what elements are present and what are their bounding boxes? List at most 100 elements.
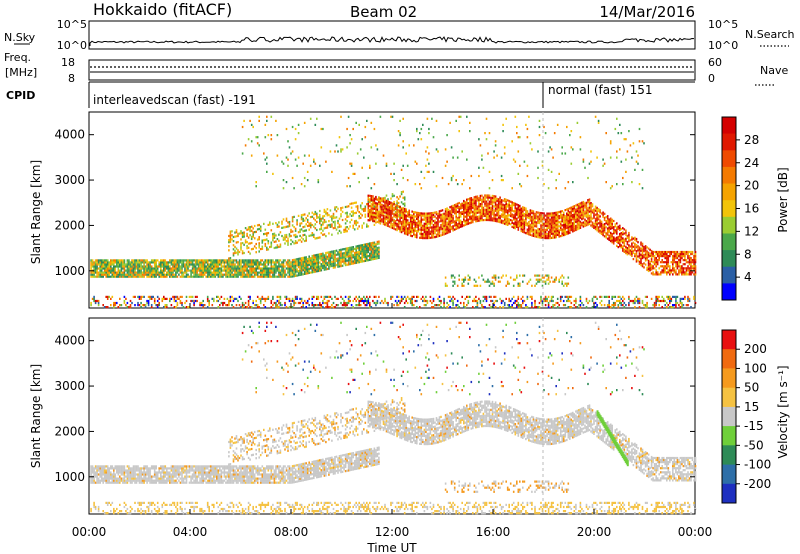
power-cell [437,297,439,300]
power-cell [170,271,173,274]
power-cell [575,220,577,223]
power-cell [405,226,407,229]
power-cell [235,247,238,250]
power-cell [385,211,388,215]
power-cell [337,222,339,225]
power-cell [523,223,526,226]
power-cell [279,269,282,272]
power-cell [232,263,235,266]
power-cell [403,202,406,205]
power-cell [190,299,192,303]
power-cell [249,306,251,309]
power-cell [366,245,368,248]
power-cell [355,211,357,214]
power-cell [382,197,385,200]
power-cell [529,229,532,232]
power-cell [420,220,423,223]
power-cell [276,269,279,272]
power-cell [532,216,535,219]
power-cell [434,225,436,228]
power-cell [246,271,248,274]
power-cell [500,219,503,222]
power-cell [182,263,185,266]
power-cell [370,199,373,202]
power-cell [361,138,363,141]
power-cell [469,213,471,216]
power-cell [511,221,513,224]
power-cell [470,205,473,208]
power-cell [173,259,176,262]
power-cell [199,261,201,264]
power-cell [302,304,304,307]
power-cell [175,267,177,270]
power-cell [137,271,139,274]
power-cell [499,214,501,218]
power-cell [235,267,238,270]
power-cell [300,218,303,221]
power-cell [564,231,567,234]
power-cell [450,297,453,300]
power-cell [458,115,460,118]
power-cell [393,213,395,216]
power-cell [562,211,565,214]
power-cell [541,301,544,305]
power-cell [337,232,339,235]
power-cell [372,199,374,202]
power-cell [252,265,254,268]
power-cell [432,226,435,229]
power-cell [172,267,174,270]
power-cell [550,226,553,229]
power-cell [258,227,260,231]
power-cell [240,246,242,249]
power-cell [364,297,367,300]
power-cell [194,259,197,262]
power-cell [276,225,279,228]
power-cell [463,306,465,309]
power-cell [214,271,217,274]
power-cell [237,269,239,272]
power-cell [547,278,550,281]
power-cell [313,268,315,271]
power-cell [279,231,282,234]
power-cell [561,230,563,233]
power-cell [476,301,479,305]
power-cell [441,217,444,220]
power-cell [285,261,288,264]
power-cell [481,215,483,218]
power-cell [576,211,579,215]
power-cell [347,299,350,303]
power-cell [256,265,259,268]
power-cell [99,271,101,274]
power-cell [532,232,535,235]
power-cell [555,213,557,216]
power-cell [200,261,203,264]
power-cell [359,246,362,249]
power-cell [591,209,594,212]
power-cell [164,269,167,272]
power-cell [176,265,179,268]
power-cell [449,299,451,303]
power-cell [594,217,597,220]
power-cell [96,259,98,262]
power-cell [169,265,171,268]
power-cell [426,212,429,215]
power-cell [440,228,442,231]
power-cell [579,216,582,219]
power-cell [143,295,145,298]
power-cell [250,271,253,274]
power-cell [488,170,491,173]
power-cell [308,255,310,258]
power-cell [176,297,179,300]
power-cell [309,259,312,262]
power-cell [525,215,527,218]
power-cell [497,216,500,219]
power-cell [244,259,247,262]
power-cell [366,259,368,262]
power-cell [549,220,551,223]
power-cell [484,204,486,207]
power-cell [294,158,297,161]
power-cell [547,224,550,227]
power-cell [293,262,295,266]
power-cell [123,267,126,270]
power-cell [338,261,341,264]
